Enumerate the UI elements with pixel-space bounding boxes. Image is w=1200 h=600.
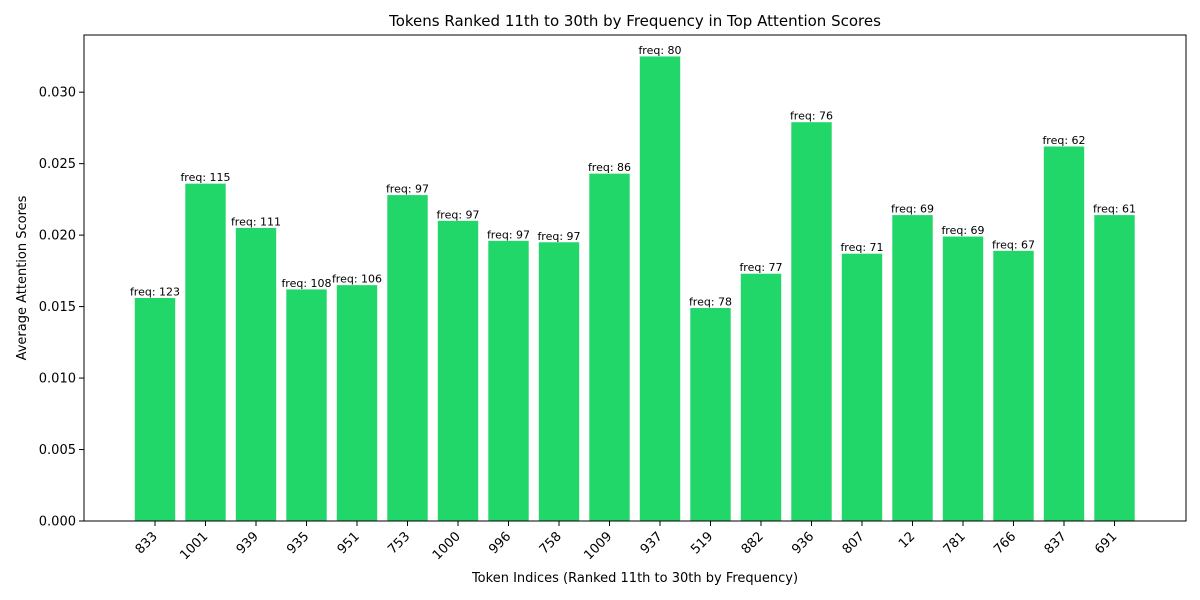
y-tick-label: 0.010 bbox=[39, 372, 76, 387]
plot-frame bbox=[83, 34, 1187, 522]
bar bbox=[639, 56, 681, 521]
bar-data-label: freq: 62 bbox=[1042, 134, 1085, 147]
x-tick-label: 753 bbox=[385, 529, 413, 557]
y-axis-label: Average Attention Scores bbox=[15, 195, 30, 360]
bar bbox=[336, 285, 378, 521]
bar bbox=[993, 250, 1034, 521]
bar-data-label: freq: 69 bbox=[891, 203, 934, 216]
x-tick-label: 996 bbox=[486, 529, 514, 557]
bar-data-label: freq: 123 bbox=[130, 286, 180, 299]
bar bbox=[387, 195, 428, 521]
x-axis-label: Token Indices (Ranked 11th to 30th by Fr… bbox=[471, 571, 798, 586]
bar-data-label: freq: 71 bbox=[840, 241, 883, 254]
x-tick-label: 882 bbox=[739, 529, 767, 557]
bar-data-label: freq: 61 bbox=[1093, 203, 1136, 216]
x-tick-label: 807 bbox=[840, 529, 868, 557]
x-tick-label: 691 bbox=[1092, 529, 1120, 557]
bar-data-label: freq: 108 bbox=[281, 277, 331, 290]
plot-area: freq: 123 833 freq: 115 1001 freq: 111 939 fre… bbox=[39, 34, 1187, 563]
y-tick-label: 0.030 bbox=[39, 86, 76, 101]
bar bbox=[1094, 215, 1135, 522]
bar bbox=[286, 289, 327, 521]
y-tick-label: 0.005 bbox=[39, 443, 76, 458]
bar bbox=[488, 240, 529, 521]
bar bbox=[841, 253, 883, 521]
x-tick-label: 519 bbox=[688, 529, 716, 557]
bar bbox=[690, 308, 731, 521]
bar-data-label: freq: 97 bbox=[487, 228, 530, 241]
chart-title: Tokens Ranked 11th to 30th by Frequency … bbox=[388, 12, 881, 30]
bar-data-label: freq: 78 bbox=[689, 296, 732, 309]
y-tick-label: 0.020 bbox=[39, 229, 76, 244]
x-tick-label: 939 bbox=[234, 529, 262, 557]
x-tick-label: 936 bbox=[789, 529, 817, 557]
y-tick-label: 0.025 bbox=[39, 157, 76, 172]
x-tick-label: 935 bbox=[284, 529, 312, 557]
bar-data-label: freq: 77 bbox=[739, 261, 782, 274]
bar bbox=[740, 273, 782, 521]
bar-data-label: freq: 106 bbox=[332, 273, 382, 286]
y-tick-label: 0.015 bbox=[39, 300, 76, 315]
bar-data-label: freq: 115 bbox=[180, 171, 230, 184]
bar-data-label: freq: 69 bbox=[941, 224, 984, 237]
x-tick-label: 758 bbox=[537, 529, 565, 557]
bar bbox=[185, 183, 226, 521]
bar-data-label: freq: 76 bbox=[790, 110, 833, 123]
bar-data-label: freq: 86 bbox=[588, 161, 631, 174]
bar-data-label: freq: 97 bbox=[386, 183, 429, 196]
bar-data-label: freq: 97 bbox=[436, 208, 479, 221]
x-tick-label: 1001 bbox=[177, 529, 211, 563]
bar-data-label: freq: 80 bbox=[638, 44, 681, 57]
bar bbox=[134, 298, 176, 521]
bar-data-label: freq: 111 bbox=[231, 215, 281, 228]
bar bbox=[437, 220, 479, 521]
x-tick-label: 766 bbox=[991, 529, 1019, 557]
y-tick-label: 0.000 bbox=[39, 515, 76, 530]
bar bbox=[942, 236, 984, 522]
bar-data-label: freq: 97 bbox=[537, 230, 580, 243]
bar bbox=[538, 242, 580, 521]
x-tick-label: 12 bbox=[896, 529, 918, 551]
x-tick-label: 781 bbox=[941, 529, 969, 557]
bar-data-label: freq: 67 bbox=[992, 238, 1035, 251]
bar bbox=[1043, 146, 1085, 522]
x-tick-label: 951 bbox=[335, 529, 363, 557]
bar bbox=[589, 173, 630, 521]
x-tick-label: 833 bbox=[133, 529, 161, 557]
x-tick-label: 1009 bbox=[581, 529, 615, 563]
bar bbox=[791, 122, 832, 521]
x-tick-label: 837 bbox=[1042, 529, 1070, 557]
x-tick-label: 1000 bbox=[430, 529, 464, 563]
bar bbox=[892, 215, 933, 522]
bar bbox=[235, 227, 277, 521]
x-tick-label: 937 bbox=[638, 529, 666, 557]
